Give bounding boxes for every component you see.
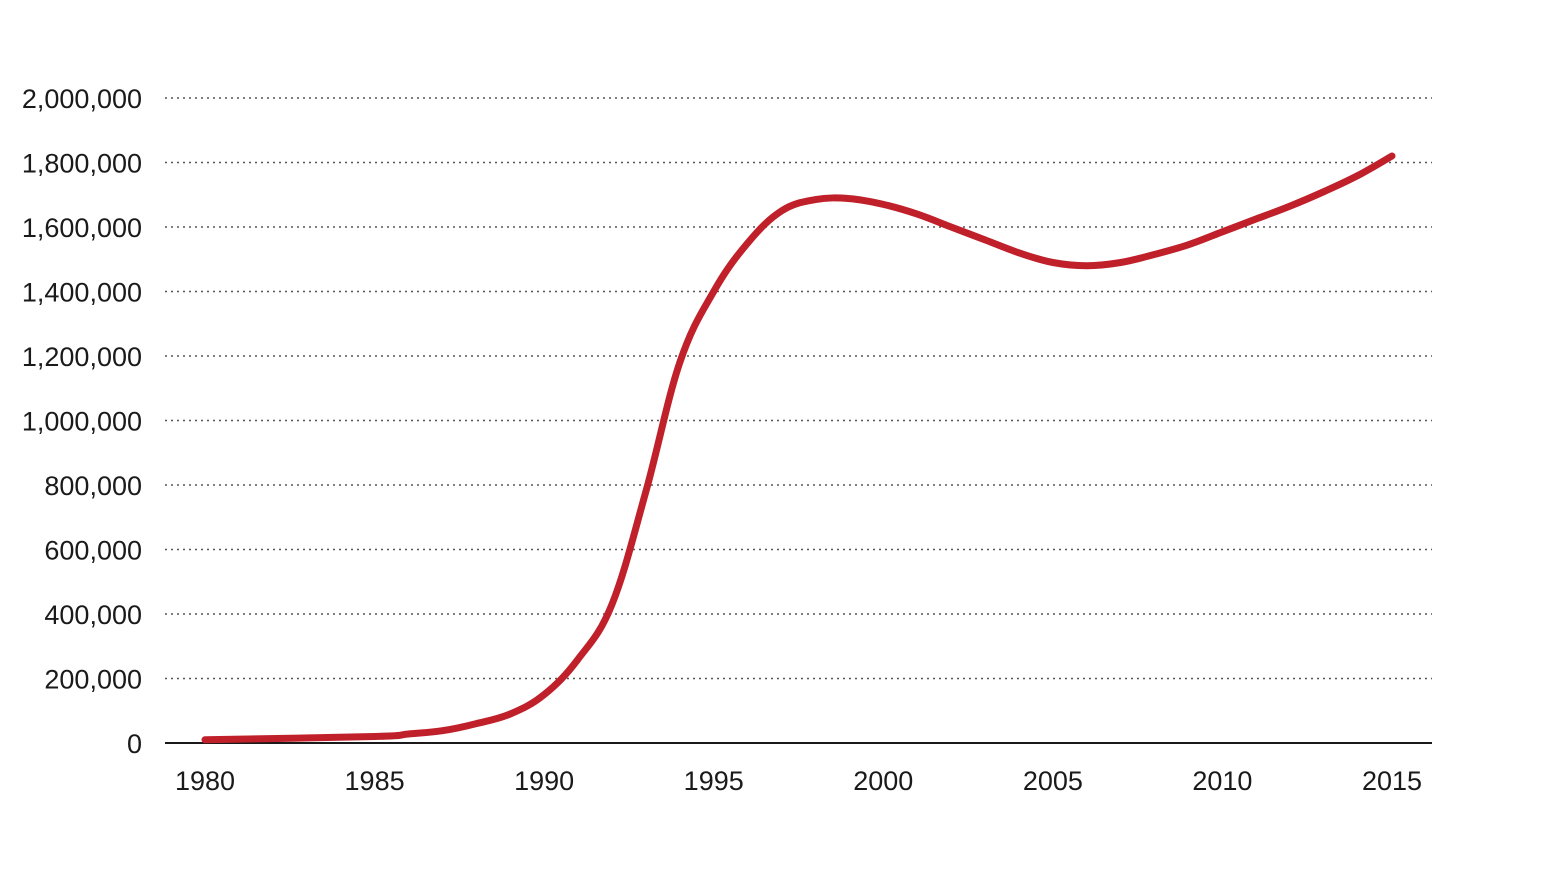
y-tick-label: 200,000 — [44, 665, 142, 695]
y-tick-label: 2,000,000 — [22, 84, 142, 114]
y-tick-label: 1,400,000 — [22, 278, 142, 308]
x-tick-label: 2000 — [853, 766, 913, 796]
y-tick-label: 800,000 — [44, 471, 142, 501]
x-axis-tick-labels: 1980 1985 1990 1995 2000 2005 2010 2015 — [175, 766, 1422, 796]
x-tick-label: 1980 — [175, 766, 235, 796]
y-tick-label: 1,200,000 — [22, 342, 142, 372]
y-tick-label: 0 — [127, 729, 142, 759]
series-line-0 — [201, 152, 1396, 744]
y-tick-label: 1,000,000 — [22, 407, 142, 437]
series-lines — [201, 152, 1396, 744]
y-tick-label: 400,000 — [44, 600, 142, 630]
x-tick-label: 1990 — [514, 766, 574, 796]
y-tick-label: 1,800,000 — [22, 149, 142, 179]
y-tick-label: 600,000 — [44, 536, 142, 566]
x-tick-label: 2005 — [1023, 766, 1083, 796]
x-tick-label: 2015 — [1362, 766, 1422, 796]
x-tick-label: 1985 — [345, 766, 405, 796]
x-tick-label: 2010 — [1192, 766, 1252, 796]
y-axis-tick-labels: 0 200,000 400,000 600,000 800,000 1,000,000 1,… — [22, 84, 142, 759]
y-tick-label: 1,600,000 — [22, 213, 142, 243]
x-tick-label: 1995 — [684, 766, 744, 796]
grid-lines — [165, 97, 1432, 680]
